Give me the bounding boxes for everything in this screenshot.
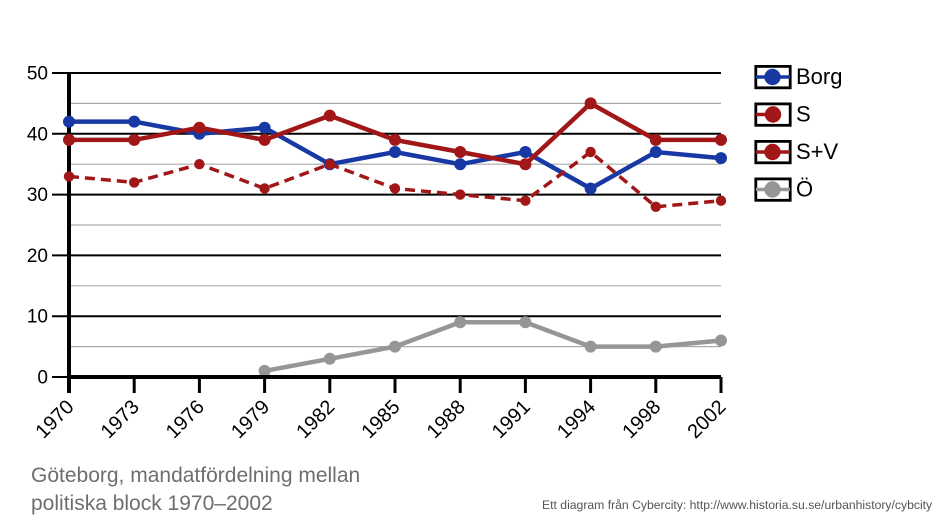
svg-text:S+V: S+V bbox=[796, 139, 839, 164]
svg-text:politiska block 1970–2002: politiska block 1970–2002 bbox=[31, 492, 273, 515]
svg-text:30: 30 bbox=[27, 185, 48, 206]
svg-text:40: 40 bbox=[27, 124, 48, 145]
svg-text:Ö: Ö bbox=[796, 177, 813, 202]
svg-text:0: 0 bbox=[37, 368, 48, 389]
svg-text:S: S bbox=[796, 102, 811, 127]
svg-text:10: 10 bbox=[27, 307, 48, 328]
svg-text:20: 20 bbox=[27, 246, 48, 267]
svg-text:Göteborg, mandatfördelning mel: Göteborg, mandatfördelning mellan bbox=[31, 464, 360, 487]
svg-text:Ett diagram från Cybercity: ht: Ett diagram från Cybercity: http://www.h… bbox=[542, 498, 933, 512]
svg-text:Borg: Borg bbox=[796, 64, 842, 89]
svg-text:50: 50 bbox=[27, 64, 48, 85]
